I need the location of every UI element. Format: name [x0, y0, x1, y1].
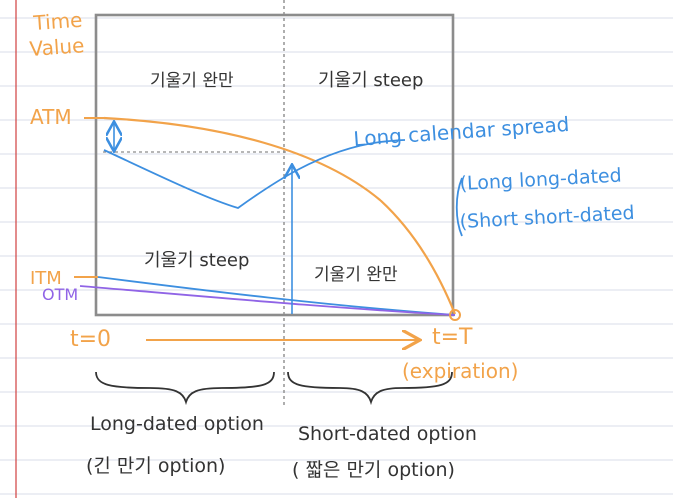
- expiration-label: (expiration): [402, 359, 518, 383]
- short-dated-option-label: Short-dated option: [298, 423, 477, 445]
- time-start-label: t=0: [70, 327, 111, 352]
- itm-time-value-curve: [97, 276, 456, 316]
- chart-frame: [94, 13, 455, 317]
- long-dated-option-kr-label: (긴 만기 option): [86, 455, 225, 477]
- region-label-top-left: 기울기 완만: [150, 71, 234, 91]
- short-dated-option-kr-label: ( 짧은 만기 option): [292, 459, 455, 481]
- short-short-dated-label: (Short short-dated: [459, 202, 635, 233]
- region-label-top-right: 기울기 steep: [318, 70, 423, 91]
- itm-label: ITM: [30, 268, 62, 289]
- otm-time-value-curve: [79, 285, 456, 316]
- calendar-spread-curve: [103, 139, 406, 209]
- long-dated-option-label: Long-dated option: [90, 413, 264, 435]
- long-dated-brace: [95, 371, 275, 406]
- long-long-dated-label: (Long long-dated: [459, 165, 622, 195]
- short-dated-brace: [287, 371, 453, 406]
- y-axis-label-value: Value: [29, 33, 85, 61]
- notebook-ruled-lines: [0, 17, 673, 495]
- region-label-bottom-right: 기울기 완만: [314, 265, 398, 285]
- otm-label: OTM: [42, 285, 78, 304]
- atm-time-value-curve: [103, 116, 457, 315]
- expiration-point: [449, 309, 461, 321]
- y-axis-label-time: Time: [32, 8, 84, 35]
- long-short-bracket: [455, 177, 463, 237]
- atm-label: ATM: [30, 105, 72, 129]
- region-label-bottom-left: 기울기 steep: [144, 250, 249, 271]
- time-end-label: t=T: [432, 325, 473, 350]
- long-calendar-spread-label: Long calendar spread: [353, 112, 570, 151]
